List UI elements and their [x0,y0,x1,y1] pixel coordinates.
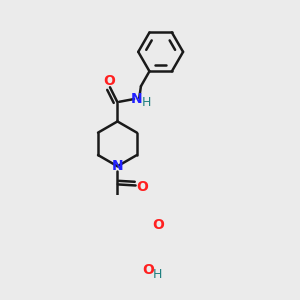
Text: O: O [136,179,148,194]
Text: N: N [131,92,142,106]
Text: H: H [142,96,151,109]
Text: O: O [152,218,164,233]
Text: N: N [112,159,123,173]
Text: O: O [143,263,154,277]
Text: H: H [152,268,162,281]
Text: O: O [103,74,115,88]
